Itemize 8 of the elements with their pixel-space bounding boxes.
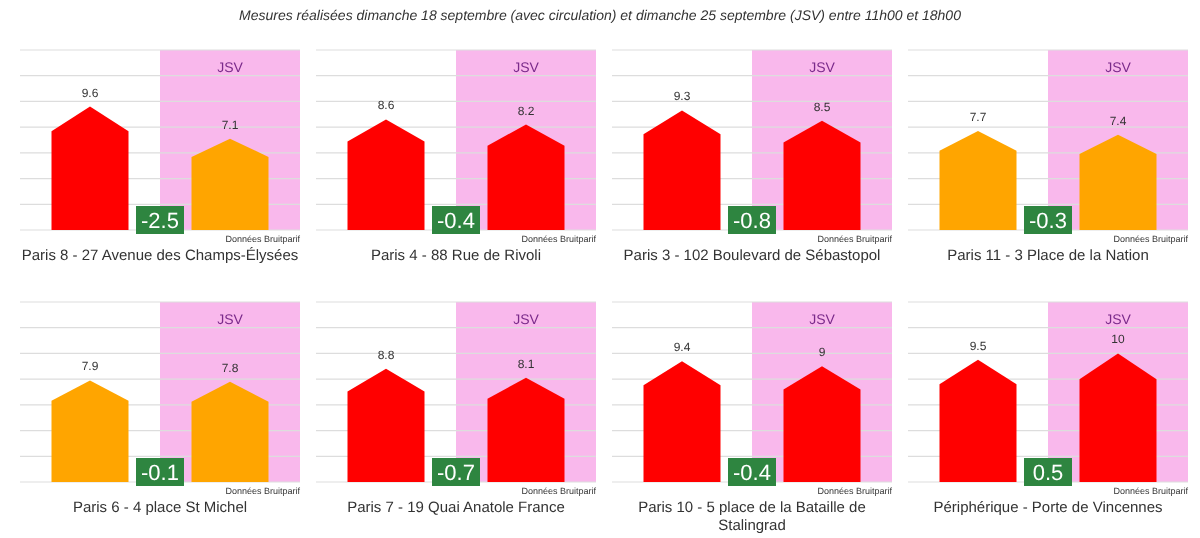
annotation: -0.4 — [733, 462, 771, 486]
annotation: -2.5 — [141, 210, 179, 234]
annotation: 0.5 — [1032, 462, 1064, 486]
annotation: -0.4 — [437, 210, 475, 234]
annotation: -0.1 — [141, 462, 179, 486]
annotation: -0.3 — [1029, 210, 1067, 234]
annotation: -0.7 — [437, 462, 475, 486]
annotation: -0.8 — [733, 210, 771, 234]
